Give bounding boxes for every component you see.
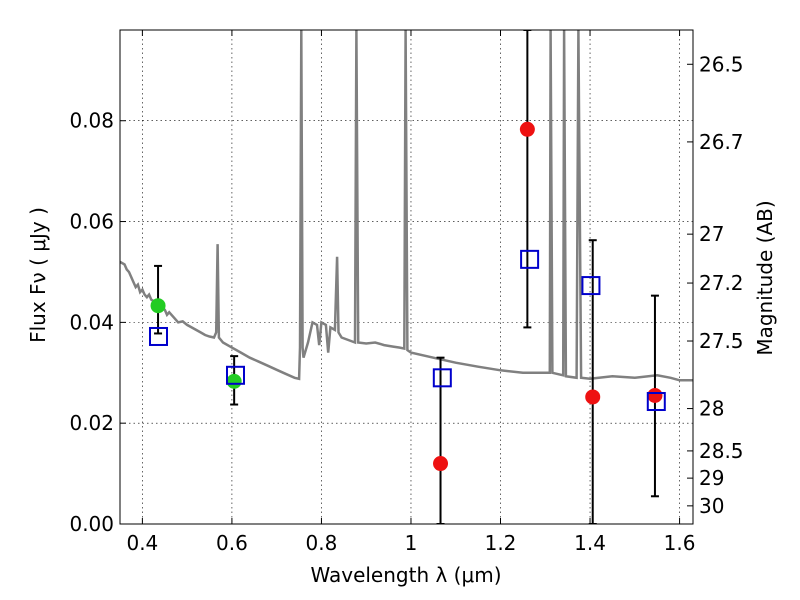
y-axis-label: Flux Fν ( μJy ) xyxy=(26,207,50,343)
y-axis-right: 26.5 26.7 27 27.2 27.5 28 28.5 29 30 xyxy=(687,52,744,518)
y-tick-label: 0.04 xyxy=(69,310,114,334)
x-tick-label: 0.4 xyxy=(126,531,158,555)
data-point xyxy=(647,387,663,403)
right-tick-label: 27.2 xyxy=(699,271,744,295)
x-axis: 0.4 0.6 0.8 1 1.2 1.4 1.6 xyxy=(126,30,695,555)
x-tick-label: 1.6 xyxy=(664,531,696,555)
data-markers xyxy=(148,121,666,472)
y-axis-right-label: Magnitude (AB) xyxy=(753,200,777,355)
y-tick-label: 0.06 xyxy=(69,210,114,234)
model-point xyxy=(225,365,245,385)
right-tick-label: 26.5 xyxy=(699,52,744,76)
data-point xyxy=(519,121,535,137)
right-tick-label: 28.5 xyxy=(699,439,744,463)
y-tick-label: 0.02 xyxy=(69,411,114,435)
data-point xyxy=(150,298,166,314)
sed-model-line xyxy=(120,30,693,382)
model-point xyxy=(148,326,168,346)
model-point xyxy=(432,368,452,388)
y-tick-label: 0.00 xyxy=(69,512,114,536)
y-axis-left: 0.00 0.02 0.04 0.06 0.08 xyxy=(69,109,126,536)
plot-frame xyxy=(119,29,694,525)
grid xyxy=(120,30,693,525)
right-tick-label: 26.7 xyxy=(699,130,744,154)
x-tick-label: 1 xyxy=(405,531,418,555)
plot-area xyxy=(120,30,693,524)
right-tick-label: 29 xyxy=(699,466,724,490)
x-tick-label: 0.8 xyxy=(306,531,338,555)
y-tick-label: 0.08 xyxy=(69,109,114,133)
right-tick-label: 27 xyxy=(699,222,724,246)
data-point xyxy=(585,389,601,405)
data-point xyxy=(226,373,242,389)
model-point xyxy=(581,276,601,296)
x-tick-label: 1.4 xyxy=(574,531,606,555)
x-tick-label: 1.2 xyxy=(485,531,517,555)
right-tick-label: 27.5 xyxy=(699,329,744,353)
right-tick-label: 30 xyxy=(699,494,724,518)
x-axis-label: Wavelength λ (μm) xyxy=(310,563,501,587)
model-point xyxy=(646,392,666,412)
model-point xyxy=(520,249,540,269)
right-tick-label: 28 xyxy=(699,397,724,421)
data-point xyxy=(433,456,449,472)
x-tick-label: 0.6 xyxy=(216,531,248,555)
